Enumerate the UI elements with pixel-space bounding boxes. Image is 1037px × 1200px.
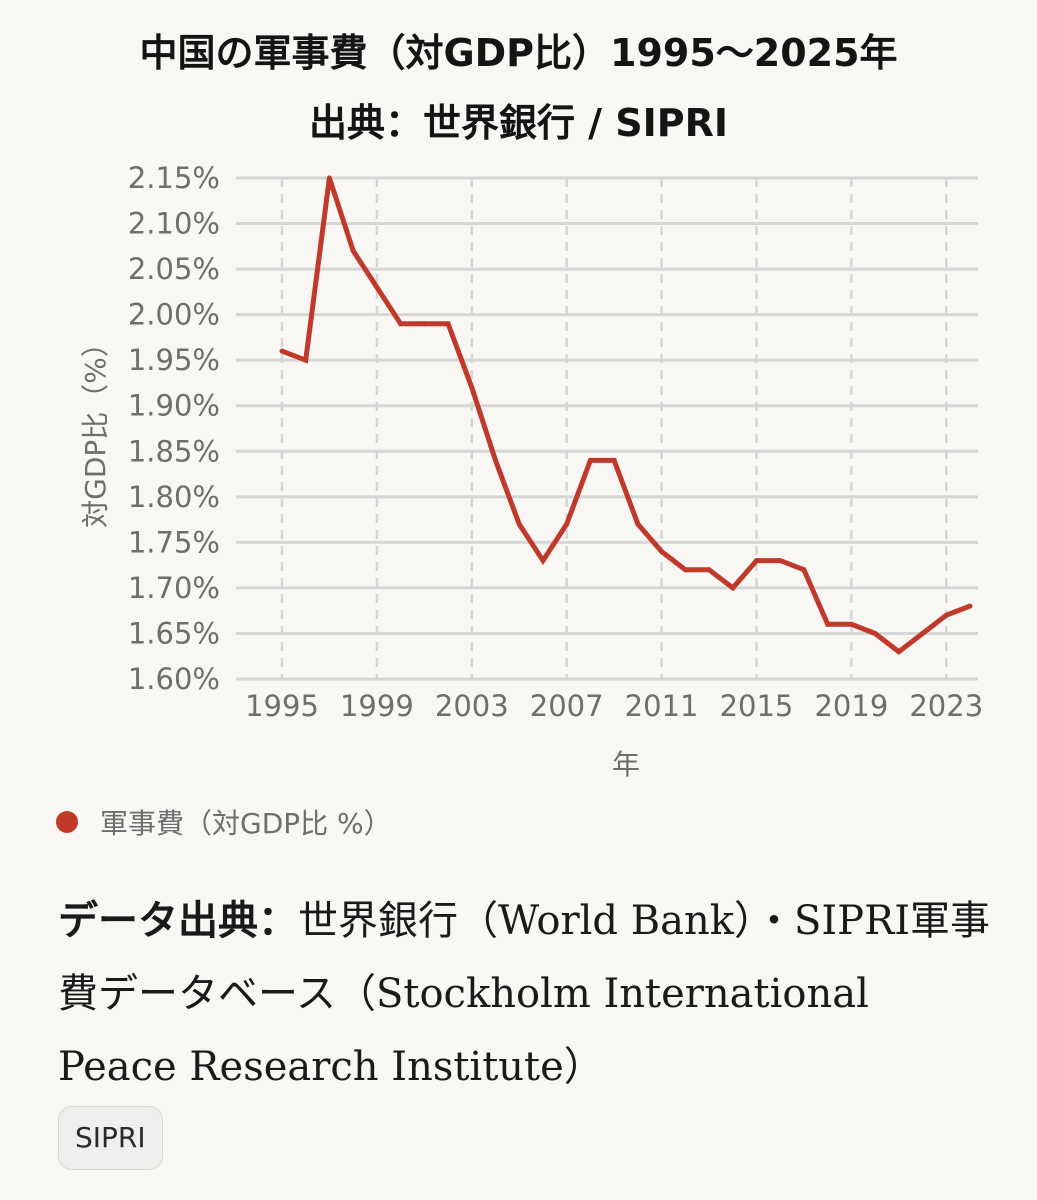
y-axis-label: 対GDP比（%） [79, 329, 112, 528]
data-point [587, 457, 593, 463]
y-tick-label: 1.90% [128, 389, 220, 423]
x-tick-label: 2023 [909, 689, 983, 723]
data-point [516, 521, 522, 527]
data-point [374, 284, 380, 290]
x-tick-label: 2019 [814, 689, 888, 723]
y-tick-label: 1.85% [128, 434, 220, 468]
data-point [279, 348, 285, 354]
data-point [920, 630, 926, 636]
data-point [350, 248, 356, 254]
y-tick-label: 1.65% [128, 616, 220, 650]
x-tick-label: 1999 [340, 689, 414, 723]
x-axis-label: 年 [612, 748, 640, 781]
line-chart: 1.60% 1.65% 1.70% 1.75% 1.80% 1.85% 1.90% 1.95%… [79, 161, 983, 781]
data-point [730, 585, 736, 591]
data-point [303, 357, 309, 363]
data-point [848, 621, 854, 627]
x-tick-label: 2003 [435, 689, 509, 723]
x-axis-ticks: 1995 1999 2003 2007 2011 2015 2019 2023 [245, 689, 983, 723]
y-tick-label: 2.00% [128, 298, 220, 332]
data-point [326, 175, 332, 181]
x-tick-label: 2015 [720, 689, 794, 723]
data-point [659, 548, 665, 554]
data-point [540, 558, 546, 564]
data-source-note: データ出典：世界銀行（World Bank）・SIPRI軍事費データベース（St… [58, 885, 998, 1104]
y-tick-label: 1.60% [128, 662, 220, 696]
data-point [635, 521, 641, 527]
grid [236, 176, 978, 681]
source-tag[interactable]: SIPRI [58, 1106, 163, 1170]
chart-subtitle: 出典：世界銀行 / SIPRI [308, 101, 729, 145]
x-tick-label: 2007 [530, 689, 604, 723]
data-point [943, 612, 949, 618]
y-tick-label: 1.95% [128, 343, 220, 377]
source-text: 世界銀行（World Bank）・SIPRI軍事費データベース（Stockhol… [58, 898, 990, 1090]
legend-marker [56, 811, 78, 833]
data-point [682, 567, 688, 573]
data-point [967, 603, 973, 609]
data-point [445, 321, 451, 327]
legend-label: 軍事費（対GDP比 %） [100, 807, 392, 840]
y-axis-ticks: 1.60% 1.65% 1.70% 1.75% 1.80% 1.85% 1.90% 1.95%… [128, 161, 220, 696]
data-point [421, 321, 427, 327]
source-label: データ出典： [58, 898, 298, 944]
y-tick-label: 1.70% [128, 571, 220, 605]
y-tick-label: 1.80% [128, 480, 220, 514]
x-tick-label: 2011 [625, 689, 699, 723]
y-tick-label: 2.15% [128, 161, 220, 195]
data-point [753, 558, 759, 564]
data-point [706, 567, 712, 573]
y-tick-label: 1.75% [128, 525, 220, 559]
data-point [493, 457, 499, 463]
chart-title: 中国の軍事費（対GDP比）1995〜2025年 [139, 31, 898, 75]
data-point [469, 385, 475, 391]
data-point [611, 457, 617, 463]
data-point [777, 558, 783, 564]
data-point [825, 621, 831, 627]
data-point [896, 649, 902, 655]
data-point [872, 630, 878, 636]
data-point [564, 521, 570, 527]
legend: 軍事費（対GDP比 %） [56, 802, 392, 842]
data-point [801, 567, 807, 573]
series-line [281, 177, 971, 655]
x-tick-label: 1995 [245, 689, 319, 723]
y-tick-label: 2.05% [128, 252, 220, 286]
y-tick-label: 2.10% [128, 207, 220, 241]
series-layer [279, 175, 973, 655]
data-point [398, 321, 404, 327]
